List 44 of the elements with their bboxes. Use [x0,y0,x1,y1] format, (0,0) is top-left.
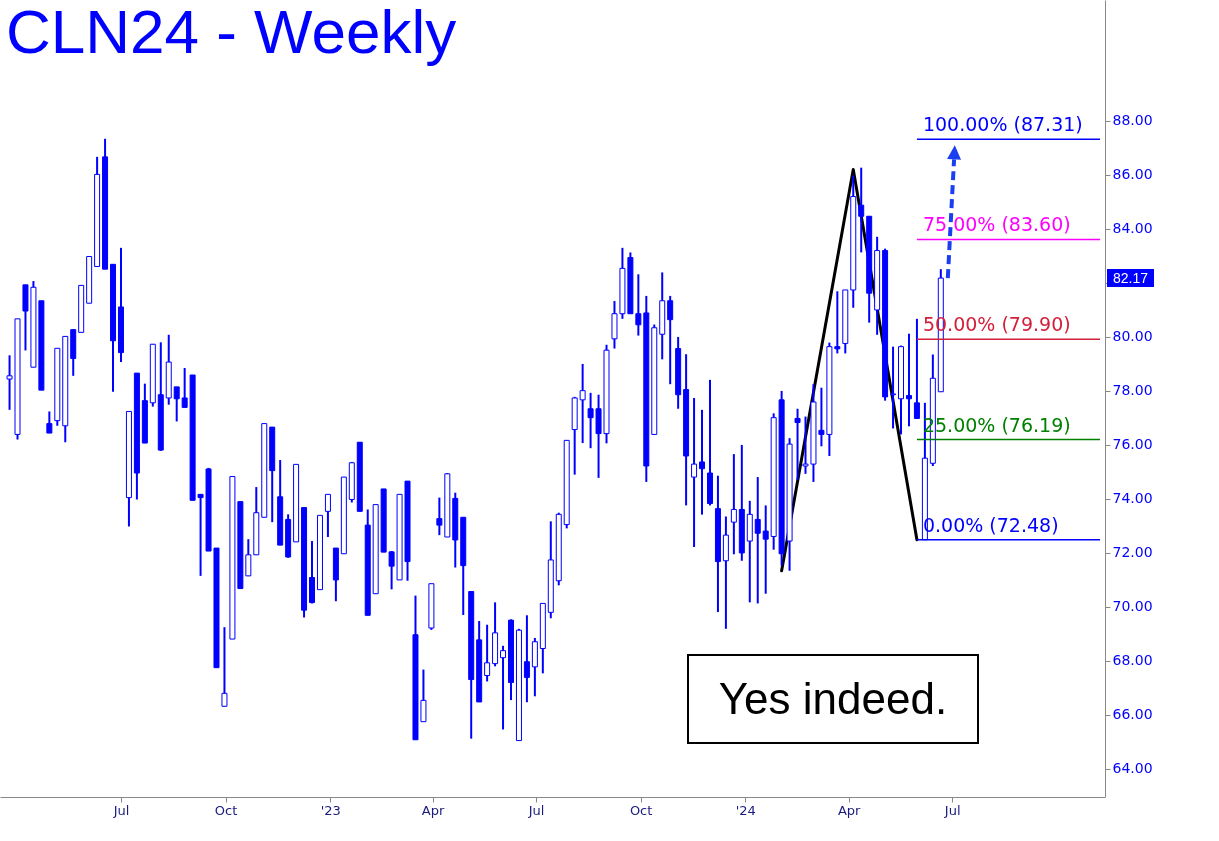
candlestick [913,317,920,420]
candlestick [691,396,698,548]
text: 82.17 [1107,269,1155,288]
candlestick [523,614,530,704]
y-tick-label: 74.00 [1112,490,1153,507]
x-tick-label: Jul [527,802,545,818]
y-tick-label: 70.00 [1112,598,1153,615]
y-tick-label: 86.00 [1112,166,1153,183]
y-tick-label: 68.00 [1112,652,1153,669]
x-tick-label: Jul [112,802,130,818]
candlestick [730,453,737,556]
candlestick [46,410,53,435]
y-tick-label: 66.00 [1112,706,1153,723]
y-tick-label: 72.00 [1112,544,1153,561]
x-tick-label: Oct [629,802,653,818]
candlestick [484,623,491,683]
y-tick-label: 88.00 [1112,112,1153,129]
x-tick-label: Apr [837,802,862,818]
y-tick-label: 64.00 [1112,760,1153,777]
y-tick-label: 80.00 [1112,328,1153,345]
candlestick [890,345,897,430]
candlestick [905,332,912,428]
x-tick-label: Jul [943,802,961,818]
y-tick-label: 84.00 [1112,220,1153,237]
chart-title: CLN24 - Weekly [6,0,457,66]
candlestick [699,408,706,516]
x-tick-label: Oct [214,802,238,818]
candlestick [762,504,769,595]
x-tick-label: '23 [320,802,341,818]
ref-line-label: 100.00% (87.31) [922,113,1083,136]
x-tick-label: Apr [421,802,445,818]
candlestick [858,166,865,254]
candlestick [324,493,331,538]
ref-line-label: 75.00% (83.60) [922,213,1071,236]
candlestick [667,294,674,386]
candlestick [794,407,801,481]
annotation: Yes indeed. [687,654,979,744]
candlestick [500,644,507,731]
y-tick-label: 78.00 [1112,382,1153,399]
candlestick [221,626,228,708]
y-tick-label: 76.00 [1112,436,1153,453]
x-tick-label: '24 [735,802,756,818]
candlestick [173,385,180,423]
candlestick [754,476,761,605]
